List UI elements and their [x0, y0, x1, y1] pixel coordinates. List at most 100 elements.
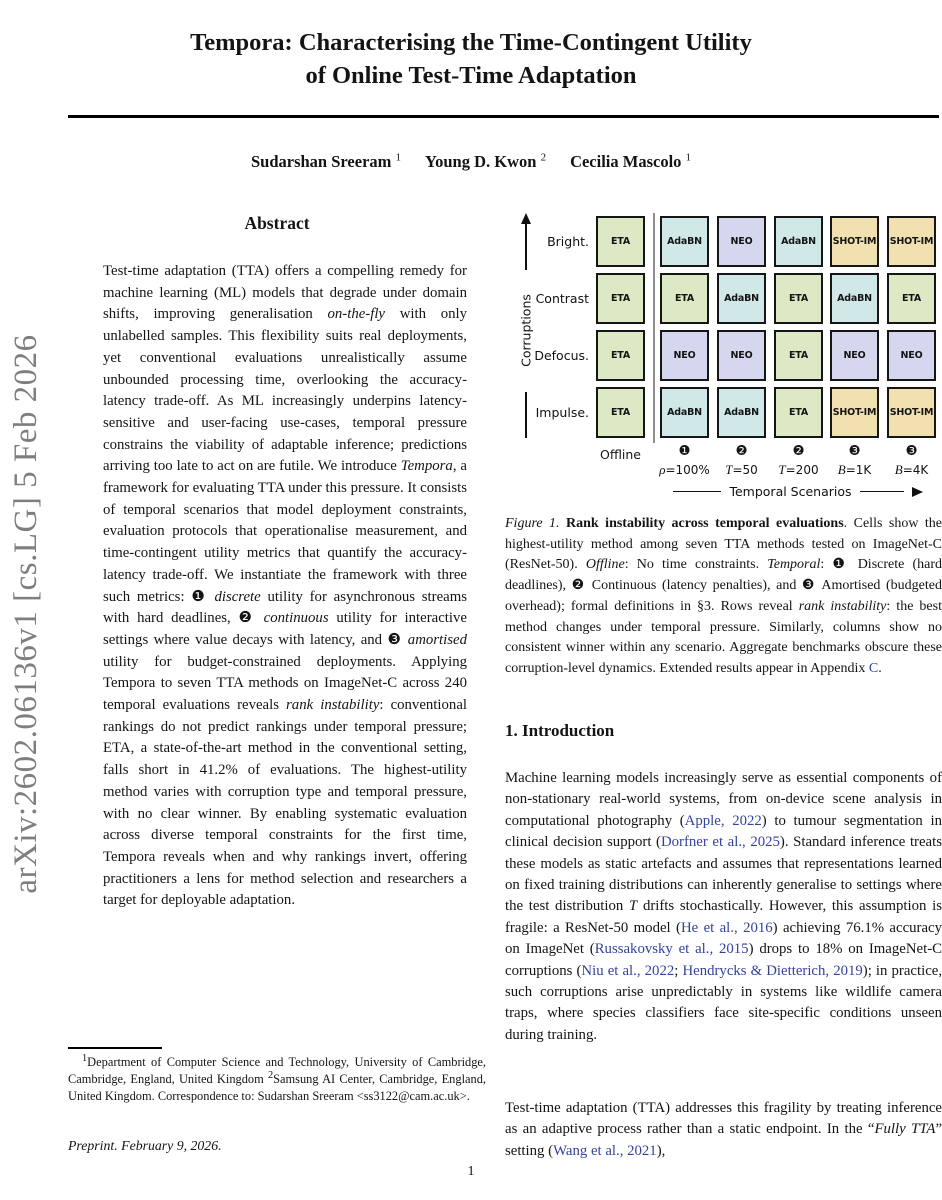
- corruptions-axis-arrow-icon: [521, 213, 531, 224]
- figure-cell: AdaBN: [717, 273, 766, 324]
- text-segment: utility for asynchronous streams with ha…: [103, 588, 467, 627]
- preprint-note: Preprint. February 9, 2026.: [68, 1138, 222, 1153]
- text-segment: Temporal: [767, 557, 821, 573]
- arxiv-banner: arXiv:2602.06136v1 [cs.LG] 5 Feb 2026: [8, 334, 44, 894]
- citation-link[interactable]: ,: [734, 919, 744, 936]
- abstract-heading: Abstract: [244, 213, 310, 233]
- citation-link[interactable]: 2016: [743, 919, 773, 936]
- text-segment: Rank instability across temporal evaluat…: [559, 516, 844, 531]
- figure-cell: AdaBN: [717, 387, 766, 438]
- citation-link[interactable]: Apple: [684, 812, 721, 829]
- text-segment: Figure 1.: [505, 516, 560, 531]
- text-segment: T: [725, 462, 733, 477]
- section-heading-introduction: 1. Introduction: [505, 721, 615, 740]
- citation-link[interactable]: ,: [720, 812, 733, 829]
- text-segment: : the best method changes under temporal…: [505, 598, 942, 676]
- figure-cell: SHOT-IM: [830, 387, 879, 438]
- text-segment: 1: [82, 1052, 88, 1064]
- text-segment: B: [894, 462, 903, 477]
- text-segment: =100%: [665, 463, 710, 477]
- citation-link[interactable]: Dorfner et al.: [660, 834, 743, 851]
- citation-link[interactable]: 2022: [732, 812, 762, 829]
- left-column: Abstract Test-time adaptation (TTA) offe…: [68, 205, 486, 1195]
- intro-paragraph-2: Test-time adaptation (TTA) addresses thi…: [505, 1098, 942, 1162]
- text-segment: =200: [785, 463, 819, 477]
- citation-link[interactable]: C: [868, 660, 879, 676]
- author: Young D. Kwon 2: [425, 151, 547, 171]
- text-segment: ). Standard inference treats these model…: [505, 834, 942, 915]
- intro-paragraph-1: Machine learning models increasingly ser…: [505, 768, 942, 1046]
- text-segment: utility for budget-constrained deploymen…: [103, 653, 467, 714]
- citation-link[interactable]: ,: [825, 962, 834, 979]
- scenario-badge-icon: ❷: [792, 443, 805, 459]
- citation-link[interactable]: Wang et al.: [553, 1142, 620, 1159]
- figure-cell: AdaBN: [830, 273, 879, 324]
- scenario-label: T=50: [707, 462, 776, 478]
- text-segment: Test-time adaptation (TTA) offers a comp…: [103, 263, 467, 323]
- text-segment: ” setting (: [505, 1121, 942, 1159]
- author: Cecilia Mascolo 1: [570, 151, 692, 171]
- text-segment: utility for interactive settings where v…: [103, 610, 467, 648]
- figure-row-label: Defocus.: [534, 348, 589, 363]
- figure-cell: SHOT-IM: [887, 387, 936, 438]
- text-segment: =50: [732, 463, 758, 477]
- citation-link[interactable]: 2025: [750, 834, 780, 851]
- figure-row-label: Contrast: [535, 291, 589, 306]
- citation-link[interactable]: Russakovsky et al.: [594, 941, 710, 958]
- footnote-text: 1Department of Computer Science and Tech…: [68, 1052, 486, 1105]
- text-segment: : conventional rankings do not predict r…: [103, 697, 467, 909]
- citation-link[interactable]: Niu et al.: [581, 962, 637, 979]
- citation-link[interactable]: He et al.: [680, 919, 734, 936]
- text-segment: T: [778, 462, 786, 477]
- title-rule: [68, 115, 939, 118]
- text-segment: continuous: [263, 610, 329, 627]
- scenario-badge-icon: ❸: [848, 443, 861, 459]
- scenario-label: B=1K: [820, 462, 889, 478]
- author-line: Sudarshan Sreeram 1 Young D. Kwon 2 Cecili…: [0, 152, 942, 172]
- text-segment: : No time constraints.: [624, 557, 768, 573]
- citation-link[interactable]: ,: [636, 962, 645, 979]
- figure-row-label: Bright.: [547, 234, 589, 249]
- right-column: Corruptions Bright. ETA AdaBN NEO AdaBN SHOT-…: [505, 205, 942, 1195]
- figure-cell: NEO: [887, 330, 936, 381]
- citation-link[interactable]: ,: [709, 941, 719, 958]
- citation-link[interactable]: 2015: [718, 941, 749, 958]
- text-segment: ;: [674, 962, 683, 979]
- text-segment: drifts stochastically. However, this ass…: [505, 898, 942, 936]
- text-segment: ); in practice, such corruptions arise u…: [505, 962, 942, 1043]
- citation-link[interactable]: ,: [619, 1142, 628, 1159]
- text-segment: .: [878, 660, 882, 676]
- page-number: 1: [467, 1164, 475, 1179]
- figure-1-caption: Figure 1. Rank instability across tempor…: [505, 514, 942, 680]
- figure-cell: SHOT-IM: [887, 216, 936, 267]
- text-segment: . Cells show the highest-utility method …: [505, 516, 942, 573]
- citation-link[interactable]: 2022: [644, 962, 675, 979]
- text-segment: Test-time adaptation (TTA) addresses thi…: [505, 1100, 942, 1138]
- x-axis-arrow-icon: [911, 486, 923, 497]
- x-axis-line-left: [673, 490, 722, 493]
- footnote: 1Department of Computer Science and Tech…: [68, 1047, 486, 1105]
- figure-cell: ETA: [774, 330, 823, 381]
- figure-cell: ETA: [774, 273, 823, 324]
- citation-link[interactable]: ,: [742, 834, 751, 851]
- scenario-label: T=200: [764, 462, 833, 478]
- figure-cell: NEO: [660, 330, 709, 381]
- text-segment: rank instability: [286, 697, 380, 714]
- author: Sudarshan Sreeram 1: [250, 151, 402, 171]
- text-segment: ) drops to 18% on ImageNet-C corruptions…: [505, 941, 942, 979]
- text-segment: : ❶ Discrete (hard deadlines), ❷ Continu…: [505, 557, 942, 614]
- citation-link[interactable]: 2021: [627, 1142, 657, 1159]
- figure-cell: ETA: [596, 273, 645, 324]
- figure-cell: NEO: [717, 330, 766, 381]
- x-axis-line-right: [859, 490, 904, 493]
- text-segment: Samsung AI Center, Cambridge, England, U…: [68, 1071, 486, 1103]
- citation-link[interactable]: Hendrycks & Dietterich: [682, 962, 826, 979]
- corruptions-axis-line-top: [525, 224, 527, 270]
- citation-link[interactable]: 2019: [833, 962, 863, 979]
- text-segment: ) achieving 76.1% accuracy on ImageNet (: [505, 919, 942, 958]
- figure-cell: NEO: [717, 216, 766, 267]
- text-segment: =4K: [902, 463, 929, 477]
- author-affiliation-sup: 2: [540, 151, 547, 164]
- corruptions-axis-line-bottom: [525, 392, 527, 438]
- figure-row-label: Impulse.: [535, 405, 589, 420]
